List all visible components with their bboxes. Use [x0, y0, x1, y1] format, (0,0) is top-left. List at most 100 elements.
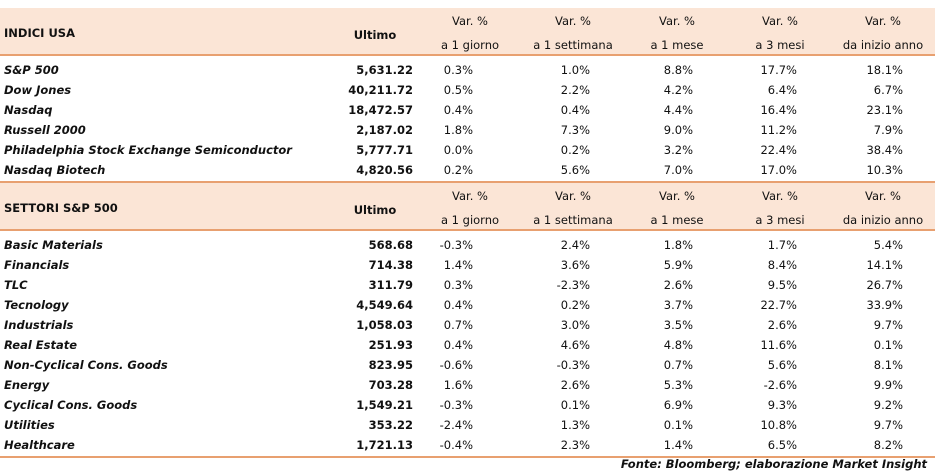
- row-change: 11.2%: [760, 123, 797, 137]
- row-change: 2.6%: [767, 318, 797, 332]
- row-ultimo: 353.22: [368, 418, 413, 432]
- row-ultimo: 568.68: [368, 238, 413, 252]
- row-change: 23.1%: [866, 103, 903, 117]
- row-ultimo: 1,549.21: [356, 398, 413, 412]
- row-change: 0.1%: [560, 398, 590, 412]
- header-line1: Var. %: [762, 189, 798, 203]
- row-change: 10.3%: [866, 163, 903, 177]
- row-change: 18.1%: [866, 63, 903, 77]
- row-ultimo: 1,721.13: [356, 438, 413, 452]
- row-change: 0.2%: [560, 298, 590, 312]
- row-change: 9.9%: [873, 378, 903, 392]
- row-change: 5.9%: [663, 258, 693, 272]
- row-change: 5.3%: [663, 378, 693, 392]
- header-line2: a 1 giorno: [440, 213, 500, 227]
- row-ultimo: 5,777.71: [356, 143, 413, 157]
- header-ultimo: Ultimo: [353, 203, 397, 217]
- table-bottom-rule: [0, 181, 935, 183]
- row-change: 5.6%: [767, 358, 797, 372]
- row-change: 0.4%: [443, 298, 473, 312]
- header-line2: a 1 giorno: [440, 38, 500, 52]
- row-change: -2.3%: [556, 278, 590, 292]
- row-change: 0.0%: [443, 143, 473, 157]
- header-line2: da inizio anno: [842, 38, 924, 52]
- row-change: -0.3%: [556, 358, 590, 372]
- row-change: -0.4%: [439, 438, 473, 452]
- row-change: 4.6%: [560, 338, 590, 352]
- row-change: 2.6%: [560, 378, 590, 392]
- header-line1: Var. %: [865, 189, 901, 203]
- row-change: 0.3%: [443, 278, 473, 292]
- row-change: 38.4%: [866, 143, 903, 157]
- header-line1: Var. %: [659, 14, 695, 28]
- row-change: 11.6%: [760, 338, 797, 352]
- row-change: 9.3%: [767, 398, 797, 412]
- header-line2: a 1 mese: [650, 38, 704, 52]
- row-change: 5.6%: [560, 163, 590, 177]
- row-change: -0.3%: [439, 238, 473, 252]
- row-change: 2.2%: [560, 83, 590, 97]
- row-name: Basic Materials: [4, 238, 103, 252]
- row-change: 17.0%: [760, 163, 797, 177]
- row-change: 6.4%: [767, 83, 797, 97]
- row-name: Dow Jones: [4, 83, 72, 97]
- source-note: Fonte: Bloomberg; elaborazione Market In…: [620, 457, 927, 471]
- row-change: 2.6%: [663, 278, 693, 292]
- row-ultimo: 2,187.02: [356, 123, 413, 137]
- row-change: 0.2%: [443, 163, 473, 177]
- row-change: 1.4%: [663, 438, 693, 452]
- row-change: 4.8%: [663, 338, 693, 352]
- row-name: Utilities: [4, 418, 55, 432]
- header-line1: Var. %: [555, 14, 591, 28]
- row-change: 14.1%: [866, 258, 903, 272]
- row-change: 9.0%: [663, 123, 693, 137]
- header-line2: a 3 mesi: [755, 213, 805, 227]
- row-change: 33.9%: [866, 298, 903, 312]
- row-ultimo: 714.38: [368, 258, 413, 272]
- row-change: 10.8%: [760, 418, 797, 432]
- row-ultimo: 823.95: [368, 358, 413, 372]
- row-change: 2.4%: [560, 238, 590, 252]
- row-change: 1.6%: [443, 378, 473, 392]
- header-ultimo: Ultimo: [353, 28, 397, 42]
- row-change: 1.4%: [443, 258, 473, 272]
- row-change: 1.3%: [560, 418, 590, 432]
- row-name: Nasdaq: [4, 103, 53, 117]
- row-change: 9.2%: [873, 398, 903, 412]
- row-change: 0.7%: [663, 358, 693, 372]
- row-change: 4.4%: [663, 103, 693, 117]
- header-line2: a 3 mesi: [755, 38, 805, 52]
- row-name: Real Estate: [4, 338, 78, 352]
- header-line1: Var. %: [555, 189, 591, 203]
- row-change: -2.4%: [439, 418, 473, 432]
- row-name: Industrials: [4, 318, 74, 332]
- row-change: 0.1%: [663, 418, 693, 432]
- row-change: 22.7%: [760, 298, 797, 312]
- row-change: 8.4%: [767, 258, 797, 272]
- row-name: Financials: [4, 258, 70, 272]
- row-change: 1.0%: [560, 63, 590, 77]
- table-header: [0, 8, 935, 56]
- row-change: 7.0%: [663, 163, 693, 177]
- row-change: 0.5%: [443, 83, 473, 97]
- row-ultimo: 703.28: [368, 378, 413, 392]
- row-ultimo: 1,058.03: [356, 318, 413, 332]
- row-change: 3.6%: [560, 258, 590, 272]
- row-ultimo: 40,211.72: [348, 83, 413, 97]
- row-change: 1.8%: [663, 238, 693, 252]
- row-change: 0.4%: [443, 103, 473, 117]
- row-change: -2.6%: [763, 378, 797, 392]
- row-ultimo: 18,472.57: [348, 103, 413, 117]
- header-line1: Var. %: [452, 189, 488, 203]
- row-change: 17.7%: [760, 63, 797, 77]
- row-change: 0.4%: [560, 103, 590, 117]
- header-title: INDICI USA: [4, 26, 75, 40]
- row-change: 8.1%: [873, 358, 903, 372]
- row-change: 3.2%: [663, 143, 693, 157]
- header-line1: Var. %: [452, 14, 488, 28]
- row-name: Healthcare: [4, 438, 75, 452]
- row-change: 26.7%: [866, 278, 903, 292]
- row-name: Russell 2000: [4, 123, 86, 137]
- row-name: Tecnology: [4, 298, 69, 312]
